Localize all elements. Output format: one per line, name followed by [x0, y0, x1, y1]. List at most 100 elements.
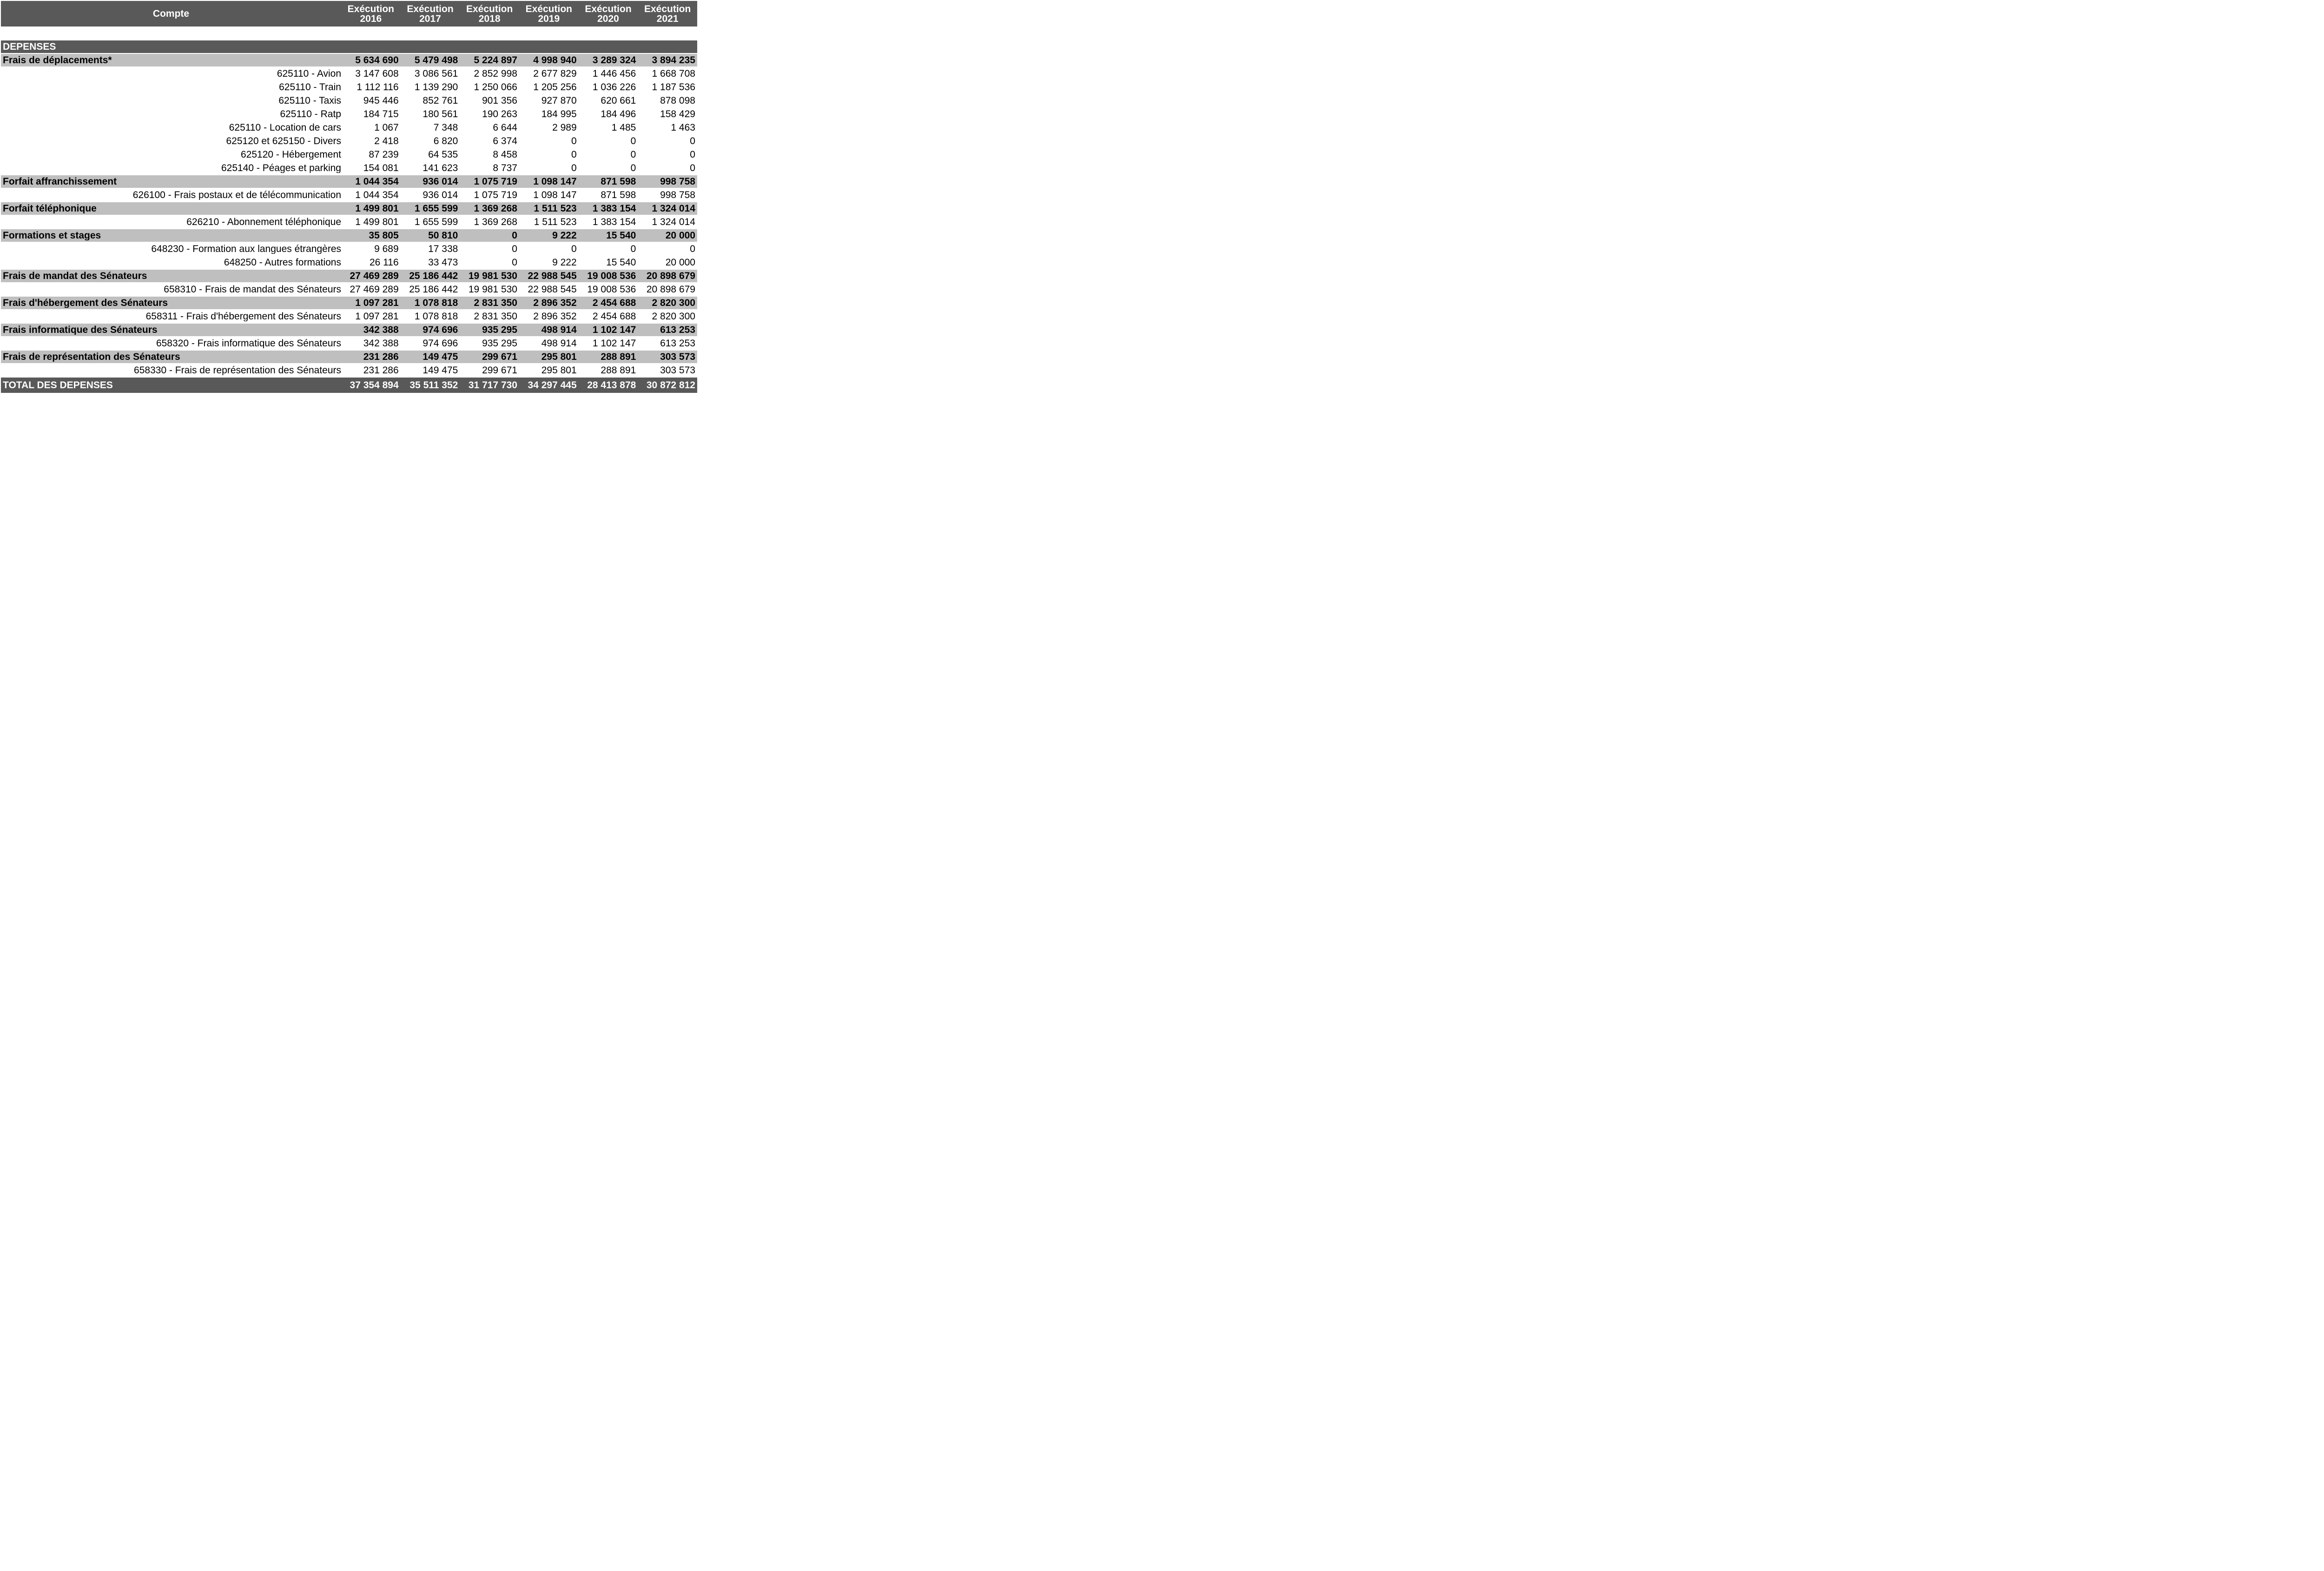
- row-label: 625110 - Location de cars: [229, 123, 341, 133]
- column-header-word: Exécution: [585, 3, 632, 14]
- row-value: 2 820 300: [652, 312, 695, 321]
- row-value: 1 067: [374, 123, 399, 133]
- row-value: 27 469 289: [350, 271, 399, 281]
- row-value: 1 097 281: [355, 298, 399, 308]
- column-header-year: 2018: [478, 13, 501, 24]
- table-header-row: Compte Exécution 2016 Exécution 2017 Exécuti…: [1, 1, 697, 27]
- row-value: 1 324 014: [652, 217, 695, 227]
- row-label: Frais informatique des Sénateurs: [3, 325, 158, 335]
- row-value: 5 479 498: [414, 55, 458, 65]
- row-value: 6 644: [493, 123, 517, 133]
- table-row-detail: 626100 - Frais postaux et de télécommuni…: [1, 188, 697, 202]
- row-label: Formations et stages: [3, 231, 101, 240]
- row-value: 2 454 688: [592, 298, 636, 308]
- row-value: 936 014: [423, 177, 458, 186]
- row-value: 299 671: [482, 352, 517, 362]
- row-value: 1 036 226: [592, 82, 636, 92]
- row-value: 0: [690, 244, 695, 254]
- row-value: 1 383 154: [592, 217, 636, 227]
- table-row-detail: 658310 - Frais de mandat des Sénateurs 27…: [1, 283, 697, 296]
- row-value: 0: [571, 163, 577, 173]
- row-value: 613 253: [660, 338, 695, 348]
- row-value: 1 102 147: [592, 325, 636, 335]
- row-value: 0: [690, 150, 695, 159]
- table-row-section: Frais de déplacements* 5 634 690 5 479 498…: [1, 53, 697, 67]
- row-value: 1 044 354: [355, 177, 399, 186]
- row-value: 1 499 801: [355, 204, 399, 213]
- row-value: 0: [512, 258, 517, 267]
- row-value: 299 671: [482, 365, 517, 375]
- row-value: 0: [571, 150, 577, 159]
- row-value: 1 187 536: [652, 82, 695, 92]
- row-value: 87 239: [369, 150, 399, 159]
- row-value: 0: [630, 150, 636, 159]
- row-label: 625110 - Avion: [277, 69, 341, 79]
- row-label: Forfait téléphonique: [3, 204, 97, 213]
- row-value: 31 717 730: [468, 380, 517, 390]
- row-value: 17 338: [428, 244, 458, 254]
- row-value: 20 898 679: [646, 271, 695, 281]
- table-row-section: Frais de représentation des Sénateurs 231…: [1, 350, 697, 364]
- row-label: 625120 et 625150 - Divers: [226, 136, 342, 146]
- table-row-detail: 626210 - Abonnement téléphonique 1 499 80…: [1, 215, 697, 229]
- row-value: 141 623: [423, 163, 458, 173]
- row-value: 901 356: [482, 96, 517, 106]
- row-value: 2 831 350: [474, 298, 517, 308]
- row-value: 7 348: [433, 123, 458, 133]
- row-value: 998 758: [660, 190, 695, 200]
- row-value: 6 374: [493, 136, 517, 146]
- column-header-year: 2021: [656, 13, 679, 24]
- table-row-detail: 625110 - Train 1 112 116 1 139 290 1 250 06…: [1, 80, 697, 94]
- row-value: 0: [512, 244, 517, 254]
- column-header-word: Exécution: [525, 3, 572, 14]
- column-header-execution-2018: Exécution 2018: [460, 1, 519, 27]
- row-value: 1 097 281: [355, 312, 399, 321]
- row-value: 945 446: [363, 96, 399, 106]
- row-value: 30 872 812: [646, 380, 695, 390]
- row-label: Forfait affranchissement: [3, 177, 117, 186]
- row-label: 648230 - Formation aux langues étrangère…: [151, 244, 341, 254]
- row-value: 3 086 561: [414, 69, 458, 79]
- table-row-section: Forfait affranchissement 1 044 354 936 014…: [1, 175, 697, 188]
- row-value: 50 810: [428, 231, 458, 240]
- row-value: 498 914: [541, 325, 577, 335]
- row-value: 4 998 940: [533, 55, 577, 65]
- table-row-detail: 648250 - Autres formations 26 116 33 473 0 9…: [1, 256, 697, 269]
- row-label: 625110 - Taxis: [278, 96, 341, 106]
- row-label: 625110 - Train: [279, 82, 341, 92]
- row-label: Frais de déplacements*: [3, 55, 112, 65]
- row-value: 25 186 442: [409, 271, 458, 281]
- row-value: 19 981 530: [468, 285, 517, 294]
- row-value: 1 511 523: [534, 204, 577, 213]
- row-value: 9 222: [552, 231, 577, 240]
- row-value: 19 008 536: [587, 285, 636, 294]
- row-value: 149 475: [423, 365, 458, 375]
- row-value: 0: [630, 163, 636, 173]
- row-label: 626100 - Frais postaux et de télécommuni…: [132, 190, 341, 200]
- row-value: 1 044 354: [355, 190, 399, 200]
- row-value: 26 116: [369, 258, 399, 267]
- table-row-detail: 625110 - Location de cars 1 067 7 348 6 644…: [1, 121, 697, 134]
- row-label: 625140 - Péages et parking: [221, 163, 341, 173]
- row-value: 878 098: [660, 96, 695, 106]
- row-value: 0: [512, 231, 517, 240]
- row-value: 19 008 536: [587, 271, 636, 281]
- row-value: 2 820 300: [652, 298, 695, 308]
- table-row-detail: 625120 - Hébergement 87 239 64 535 8 458 0 0 0: [1, 148, 697, 161]
- column-header-execution-2019: Exécution 2019: [519, 1, 579, 27]
- row-value: 1 078 818: [414, 312, 458, 321]
- row-label: TOTAL DES DEPENSES: [3, 380, 113, 390]
- table-row-detail: 648230 - Formation aux langues étrangère…: [1, 242, 697, 256]
- row-value: 0: [571, 244, 577, 254]
- row-value: 33 473: [428, 258, 458, 267]
- row-value: 184 995: [541, 109, 577, 119]
- row-value: 1 383 154: [592, 204, 636, 213]
- table-row-section: DEPENSES: [1, 40, 697, 53]
- row-value: 342 388: [363, 325, 399, 335]
- row-value: 27 469 289: [350, 285, 399, 294]
- row-value: 295 801: [541, 365, 577, 375]
- row-value: 288 891: [601, 365, 636, 375]
- table-row-detail: 625120 et 625150 - Divers 2 418 6 820 6 374…: [1, 134, 697, 148]
- table-row-section: Formations et stages 35 805 50 810 0 9 222 15…: [1, 229, 697, 242]
- row-label: 626210 - Abonnement téléphonique: [186, 217, 341, 227]
